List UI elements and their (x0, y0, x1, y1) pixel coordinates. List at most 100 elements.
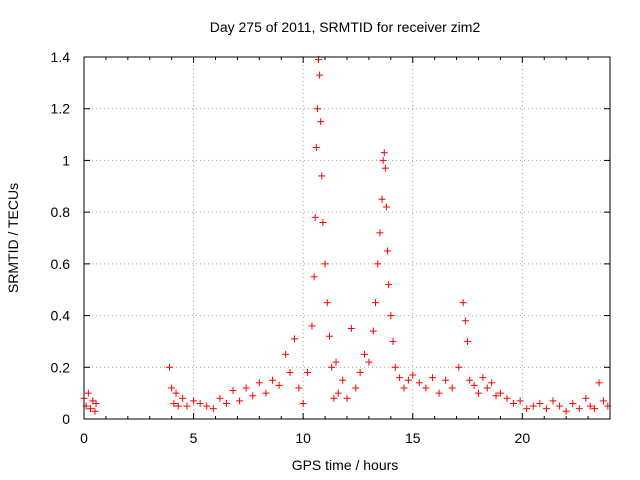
data-point (87, 405, 95, 413)
data-point (389, 337, 397, 345)
data-point (275, 381, 283, 389)
x-tick-label: 20 (515, 430, 531, 446)
data-point (582, 394, 590, 402)
data-point (165, 363, 173, 371)
data-point (455, 363, 463, 371)
data-point (268, 376, 276, 384)
data-point (168, 384, 176, 392)
data-point (365, 358, 373, 366)
data-point (556, 402, 564, 410)
data-point (209, 405, 217, 413)
y-tick-label: 0 (62, 411, 70, 427)
y-tick-label: 0.4 (51, 308, 71, 324)
y-tick-label: 0.8 (51, 204, 71, 220)
data-point (174, 402, 182, 410)
data-point (299, 399, 307, 407)
data-point (400, 384, 408, 392)
data-point (448, 384, 456, 392)
data-point (190, 397, 198, 405)
data-point (542, 405, 550, 413)
data-point (229, 387, 237, 395)
data-point (172, 389, 180, 397)
data-point (382, 203, 390, 211)
data-point (384, 247, 392, 255)
data-point (466, 376, 474, 384)
data-point (442, 376, 450, 384)
data-point (562, 407, 570, 415)
x-axis-label: GPS time / hours (292, 457, 399, 473)
axis-ticks (83, 56, 610, 420)
y-tick-label: 1.2 (51, 101, 71, 117)
data-point (317, 118, 325, 126)
data-point (92, 399, 100, 407)
x-tick-label: 15 (405, 430, 421, 446)
data-point (352, 384, 360, 392)
data-point (371, 299, 379, 307)
data-point (391, 363, 399, 371)
data-point (308, 322, 316, 330)
data-point (236, 397, 244, 405)
data-point (325, 332, 333, 340)
data-point (286, 368, 294, 376)
data-points (80, 56, 612, 415)
data-point (319, 218, 327, 226)
data-point (459, 299, 467, 307)
data-point (339, 376, 347, 384)
data-point (435, 389, 443, 397)
data-point (334, 389, 342, 397)
data-point (91, 407, 99, 415)
x-tick-label: 0 (80, 430, 88, 446)
data-point (492, 392, 500, 400)
data-point (409, 371, 417, 379)
data-point (396, 374, 404, 382)
data-point (295, 384, 303, 392)
data-point (179, 394, 187, 402)
data-point (483, 384, 491, 392)
data-point (313, 105, 321, 113)
data-point (599, 397, 607, 405)
data-point (255, 379, 263, 387)
data-point (343, 394, 351, 402)
data-point (464, 337, 472, 345)
data-point (575, 405, 583, 413)
data-point (586, 402, 594, 410)
data-point (516, 397, 524, 405)
data-point (196, 399, 204, 407)
data-point (282, 350, 290, 358)
data-point (488, 379, 496, 387)
data-point (374, 260, 382, 268)
data-point (347, 325, 355, 332)
data-point (529, 402, 537, 410)
y-tick-label: 0.6 (51, 256, 71, 272)
data-point (316, 71, 324, 79)
y-axis-label: SRMTID / TECUs (5, 183, 21, 293)
data-point (312, 144, 320, 151)
x-tick-label: 10 (295, 430, 311, 446)
data-point (84, 389, 92, 397)
data-point (323, 299, 331, 307)
x-tick-labels: 0 5 10 15 20 (80, 430, 530, 446)
data-point (310, 273, 318, 281)
data-point (242, 384, 250, 392)
data-point (510, 399, 518, 407)
y-tick-label: 1.4 (51, 49, 71, 65)
data-point (415, 379, 423, 387)
data-point (330, 394, 338, 402)
data-point (369, 327, 377, 335)
data-point (328, 363, 336, 371)
data-point (549, 397, 557, 405)
data-point (290, 335, 298, 343)
data-point (262, 389, 270, 397)
y-tick-label: 0.2 (51, 359, 71, 375)
grid-lines (84, 57, 610, 419)
data-point (332, 358, 340, 366)
data-point (470, 381, 478, 389)
data-point (475, 389, 482, 397)
data-point (461, 317, 469, 325)
data-point (321, 260, 329, 268)
data-point (216, 394, 224, 402)
data-point (304, 368, 312, 376)
y-tick-label: 1 (62, 152, 70, 168)
data-point (387, 312, 395, 320)
